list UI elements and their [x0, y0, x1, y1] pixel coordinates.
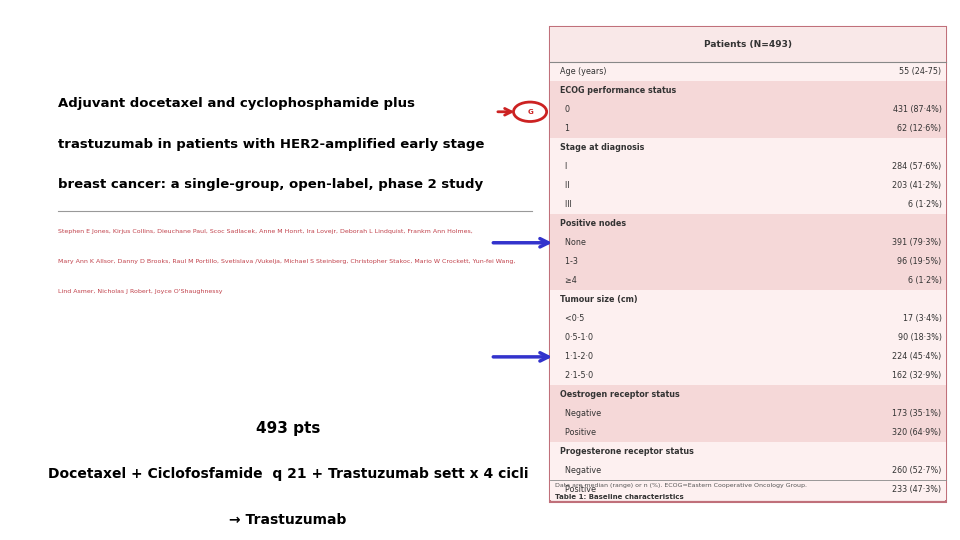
Text: Patients (N=493): Patients (N=493) [705, 40, 792, 49]
FancyBboxPatch shape [550, 462, 947, 481]
Text: 90 (18·3%): 90 (18·3%) [898, 333, 942, 342]
FancyBboxPatch shape [550, 81, 947, 100]
Text: 162 (32·9%): 162 (32·9%) [893, 372, 942, 380]
Text: ECOG performance status: ECOG performance status [560, 86, 676, 95]
Text: 96 (19·5%): 96 (19·5%) [898, 257, 942, 266]
FancyBboxPatch shape [550, 62, 947, 81]
FancyBboxPatch shape [550, 291, 947, 309]
FancyBboxPatch shape [550, 233, 947, 252]
Text: 173 (35·1%): 173 (35·1%) [893, 409, 942, 418]
FancyBboxPatch shape [550, 309, 947, 328]
Text: → Trastuzumab: → Trastuzumab [229, 513, 347, 527]
FancyBboxPatch shape [550, 404, 947, 423]
Text: 431 (87·4%): 431 (87·4%) [893, 105, 942, 114]
Text: 1·1-2·0: 1·1-2·0 [560, 353, 592, 361]
FancyBboxPatch shape [550, 347, 947, 366]
Text: G: G [527, 109, 533, 115]
Text: 6 (1·2%): 6 (1·2%) [907, 276, 942, 285]
Text: Progesterone receptor status: Progesterone receptor status [560, 448, 693, 456]
FancyBboxPatch shape [550, 27, 947, 502]
Text: 284 (57·6%): 284 (57·6%) [893, 162, 942, 171]
Text: Docetaxel + Ciclofosfamide  q 21 + Trastuzumab sett x 4 cicli: Docetaxel + Ciclofosfamide q 21 + Trastu… [48, 467, 528, 481]
Text: 17 (3·4%): 17 (3·4%) [902, 314, 942, 323]
Text: 1: 1 [560, 124, 569, 133]
FancyBboxPatch shape [550, 138, 947, 157]
FancyBboxPatch shape [550, 252, 947, 271]
Text: III: III [560, 200, 571, 209]
FancyBboxPatch shape [550, 366, 947, 386]
Text: 320 (64·9%): 320 (64·9%) [893, 428, 942, 437]
FancyBboxPatch shape [550, 328, 947, 347]
Text: 493 pts: 493 pts [255, 421, 320, 436]
Text: Data are median (range) or n (%). ECOG=Eastern Cooperative Oncology Group.: Data are median (range) or n (%). ECOG=E… [555, 483, 807, 488]
Text: Positive: Positive [560, 485, 595, 495]
Text: Lind Asmer, Nicholas J Robert, Joyce O'Shaughnessy: Lind Asmer, Nicholas J Robert, Joyce O'S… [58, 289, 223, 294]
Text: 1-3: 1-3 [560, 257, 577, 266]
FancyBboxPatch shape [550, 214, 947, 233]
Text: None: None [560, 238, 586, 247]
Text: 203 (41·2%): 203 (41·2%) [893, 181, 942, 190]
Text: 55 (24-75): 55 (24-75) [900, 67, 942, 76]
Text: Stephen E Jones, Kirjus Collins, Dieuchane Paul, Scoc Sadlacek, Anne M Honrt, Ir: Stephen E Jones, Kirjus Collins, Dieucha… [58, 230, 472, 234]
FancyBboxPatch shape [550, 423, 947, 442]
Text: Positive: Positive [560, 428, 595, 437]
Text: Stage at diagnosis: Stage at diagnosis [560, 143, 644, 152]
Text: 260 (52·7%): 260 (52·7%) [892, 467, 942, 476]
FancyBboxPatch shape [550, 442, 947, 462]
Text: trastuzumab in patients with HER2-amplified early stage: trastuzumab in patients with HER2-amplif… [58, 138, 484, 151]
Text: 6 (1·2%): 6 (1·2%) [907, 200, 942, 209]
FancyBboxPatch shape [550, 100, 947, 119]
FancyBboxPatch shape [550, 119, 947, 138]
Text: <0·5: <0·5 [560, 314, 584, 323]
Text: ≥4: ≥4 [560, 276, 576, 285]
Text: Mary Ann K Allsor, Danny D Brooks, Raul M Portillo, Svetislava /Vukelja, Michael: Mary Ann K Allsor, Danny D Brooks, Raul … [58, 259, 516, 264]
Text: Tumour size (cm): Tumour size (cm) [560, 295, 637, 305]
Text: Oestrogen receptor status: Oestrogen receptor status [560, 390, 680, 400]
Text: 224 (45·4%): 224 (45·4%) [893, 353, 942, 361]
FancyBboxPatch shape [550, 386, 947, 404]
Text: II: II [560, 181, 569, 190]
Text: Negative: Negative [560, 467, 601, 476]
FancyBboxPatch shape [550, 195, 947, 214]
Text: I: I [560, 162, 566, 171]
FancyBboxPatch shape [550, 27, 947, 62]
Text: 233 (47·3%): 233 (47·3%) [893, 485, 942, 495]
Text: 2·1-5·0: 2·1-5·0 [560, 372, 592, 380]
Text: 0: 0 [560, 105, 569, 114]
FancyBboxPatch shape [550, 271, 947, 291]
Text: Negative: Negative [560, 409, 601, 418]
Text: Table 1: Baseline characteristics: Table 1: Baseline characteristics [555, 494, 684, 500]
Text: Adjuvant docetaxel and cyclophosphamide plus: Adjuvant docetaxel and cyclophosphamide … [58, 97, 415, 110]
Text: 0·5-1·0: 0·5-1·0 [560, 333, 592, 342]
FancyBboxPatch shape [550, 157, 947, 176]
Text: Age (years): Age (years) [560, 67, 606, 76]
Text: Positive nodes: Positive nodes [560, 219, 626, 228]
FancyBboxPatch shape [550, 481, 947, 500]
Text: 62 (12·6%): 62 (12·6%) [898, 124, 942, 133]
Text: breast cancer: a single-group, open-label, phase 2 study: breast cancer: a single-group, open-labe… [58, 178, 483, 191]
FancyBboxPatch shape [550, 176, 947, 195]
Text: 391 (79·3%): 391 (79·3%) [893, 238, 942, 247]
